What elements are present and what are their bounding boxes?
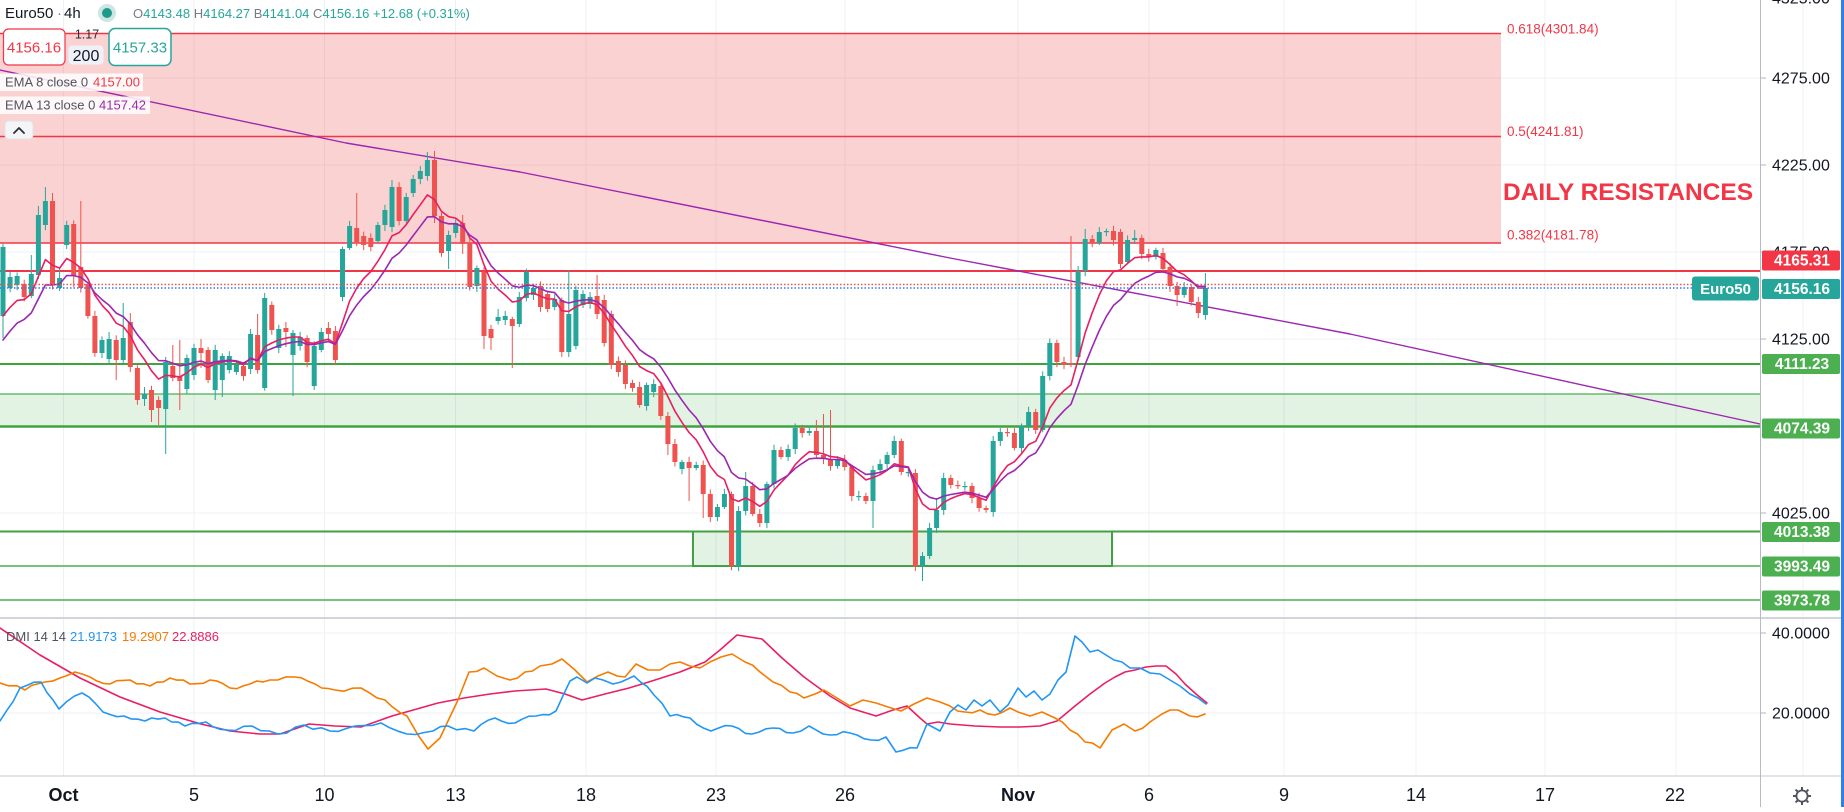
svg-text:4013.38: 4013.38 bbox=[1774, 524, 1830, 541]
svg-text:4275.00: 4275.00 bbox=[1772, 71, 1830, 88]
svg-text:4125.00: 4125.00 bbox=[1772, 332, 1830, 349]
svg-text:20.0000: 20.0000 bbox=[1772, 706, 1830, 723]
svg-text:Oct: Oct bbox=[48, 785, 78, 805]
svg-text:4157.33: 4157.33 bbox=[113, 40, 167, 57]
svg-text:21.9173: 21.9173 bbox=[70, 629, 117, 644]
svg-text:1.17: 1.17 bbox=[75, 28, 99, 42]
svg-text:4111.23: 4111.23 bbox=[1775, 356, 1830, 373]
svg-text:18: 18 bbox=[576, 785, 596, 805]
svg-text:6: 6 bbox=[1144, 785, 1154, 805]
svg-text:3973.78: 3973.78 bbox=[1774, 593, 1830, 610]
svg-text:17: 17 bbox=[1535, 785, 1555, 805]
svg-text:4h: 4h bbox=[64, 5, 81, 22]
svg-text:200: 200 bbox=[73, 48, 100, 65]
svg-text:4074.39: 4074.39 bbox=[1774, 421, 1830, 438]
svg-text:26: 26 bbox=[835, 785, 855, 805]
svg-text:22.8886: 22.8886 bbox=[172, 629, 219, 644]
svg-text:19.2907: 19.2907 bbox=[122, 629, 169, 644]
svg-text:4165.31: 4165.31 bbox=[1774, 253, 1830, 270]
svg-text:10: 10 bbox=[314, 785, 334, 805]
svg-text:DAILY RESISTANCES: DAILY RESISTANCES bbox=[1503, 179, 1753, 206]
svg-text:Nov: Nov bbox=[1001, 785, 1035, 805]
svg-text:22: 22 bbox=[1665, 785, 1685, 805]
svg-text:5: 5 bbox=[189, 785, 199, 805]
svg-text:·: · bbox=[57, 5, 62, 22]
svg-text:4025.00: 4025.00 bbox=[1772, 506, 1830, 523]
svg-text:4325.00: 4325.00 bbox=[1772, 0, 1830, 8]
svg-text:O4143.48 H4164.27 B4141.04 C41: O4143.48 H4164.27 B4141.04 C4156.16 +12.… bbox=[133, 6, 470, 21]
svg-text:0.5(4241.81): 0.5(4241.81) bbox=[1507, 124, 1584, 139]
svg-text:9: 9 bbox=[1279, 785, 1289, 805]
svg-text:4156.16: 4156.16 bbox=[1774, 281, 1830, 298]
svg-text:DMI 14 14: DMI 14 14 bbox=[6, 629, 66, 644]
svg-text:40.0000: 40.0000 bbox=[1772, 626, 1830, 643]
svg-text:23: 23 bbox=[706, 785, 726, 805]
svg-text:4225.00: 4225.00 bbox=[1772, 158, 1830, 175]
svg-text:Euro50: Euro50 bbox=[1700, 281, 1751, 298]
svg-text:14: 14 bbox=[1406, 785, 1426, 805]
svg-text:0.382(4181.78): 0.382(4181.78) bbox=[1507, 228, 1599, 243]
svg-text:4157.42: 4157.42 bbox=[99, 98, 146, 113]
svg-text:4156.16: 4156.16 bbox=[7, 40, 61, 57]
svg-text:4157.00: 4157.00 bbox=[93, 75, 140, 90]
svg-text:3993.49: 3993.49 bbox=[1774, 559, 1830, 576]
svg-text:EMA 13 close 0: EMA 13 close 0 bbox=[5, 98, 95, 113]
svg-text:EMA 8 close 0: EMA 8 close 0 bbox=[5, 75, 88, 90]
svg-text:Euro50: Euro50 bbox=[5, 5, 53, 22]
svg-text:0.618(4301.84): 0.618(4301.84) bbox=[1507, 22, 1599, 37]
svg-text:13: 13 bbox=[445, 785, 465, 805]
